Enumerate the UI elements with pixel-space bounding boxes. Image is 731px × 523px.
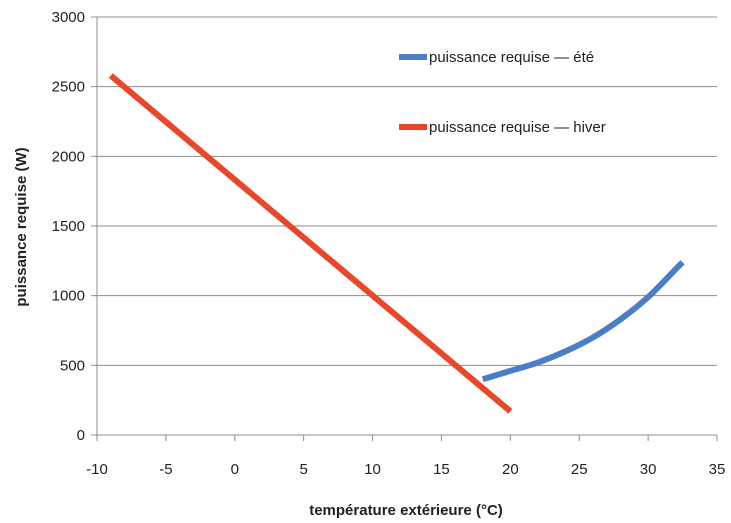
y-tick-label: 0 [77,427,85,444]
x-tick-label: 5 [299,461,307,478]
x-tick-label: 10 [364,461,381,478]
series-line-hiver [108,73,513,414]
y-tick-label: 1500 [52,218,85,235]
x-tick-label: 30 [640,461,657,478]
x-tick-label: 20 [502,461,519,478]
series-lines [108,73,685,414]
series-line-ete [481,260,685,383]
y-tick-label: 3000 [52,9,85,26]
legend: puissance requise — été puissance requise… [399,49,606,136]
x-tick-label: 15 [433,461,450,478]
x-tick-label: 35 [709,461,726,478]
y-tick-label: 2500 [52,79,85,96]
gridlines [97,16,717,366]
axes: 0 500 1000 1500 2000 2500 3000 -10 -5 0 5 10 15 20 25 3… [52,9,726,478]
y-axis-title: puissance requise (W) [13,147,30,306]
x-axis-title: température extérieure (°C) [309,502,503,519]
x-tick-label: 25 [571,461,588,478]
y-tick-label: 500 [60,357,85,374]
legend-label: puissance requise — hiver [429,119,606,136]
legend-label: puissance requise — été [429,49,594,66]
y-tick-label: 1000 [52,288,85,305]
x-tick-label: -5 [159,461,172,478]
x-tick-label: 0 [231,461,239,478]
y-tick-label: 2000 [52,148,85,165]
x-tick-label: -10 [86,461,108,478]
